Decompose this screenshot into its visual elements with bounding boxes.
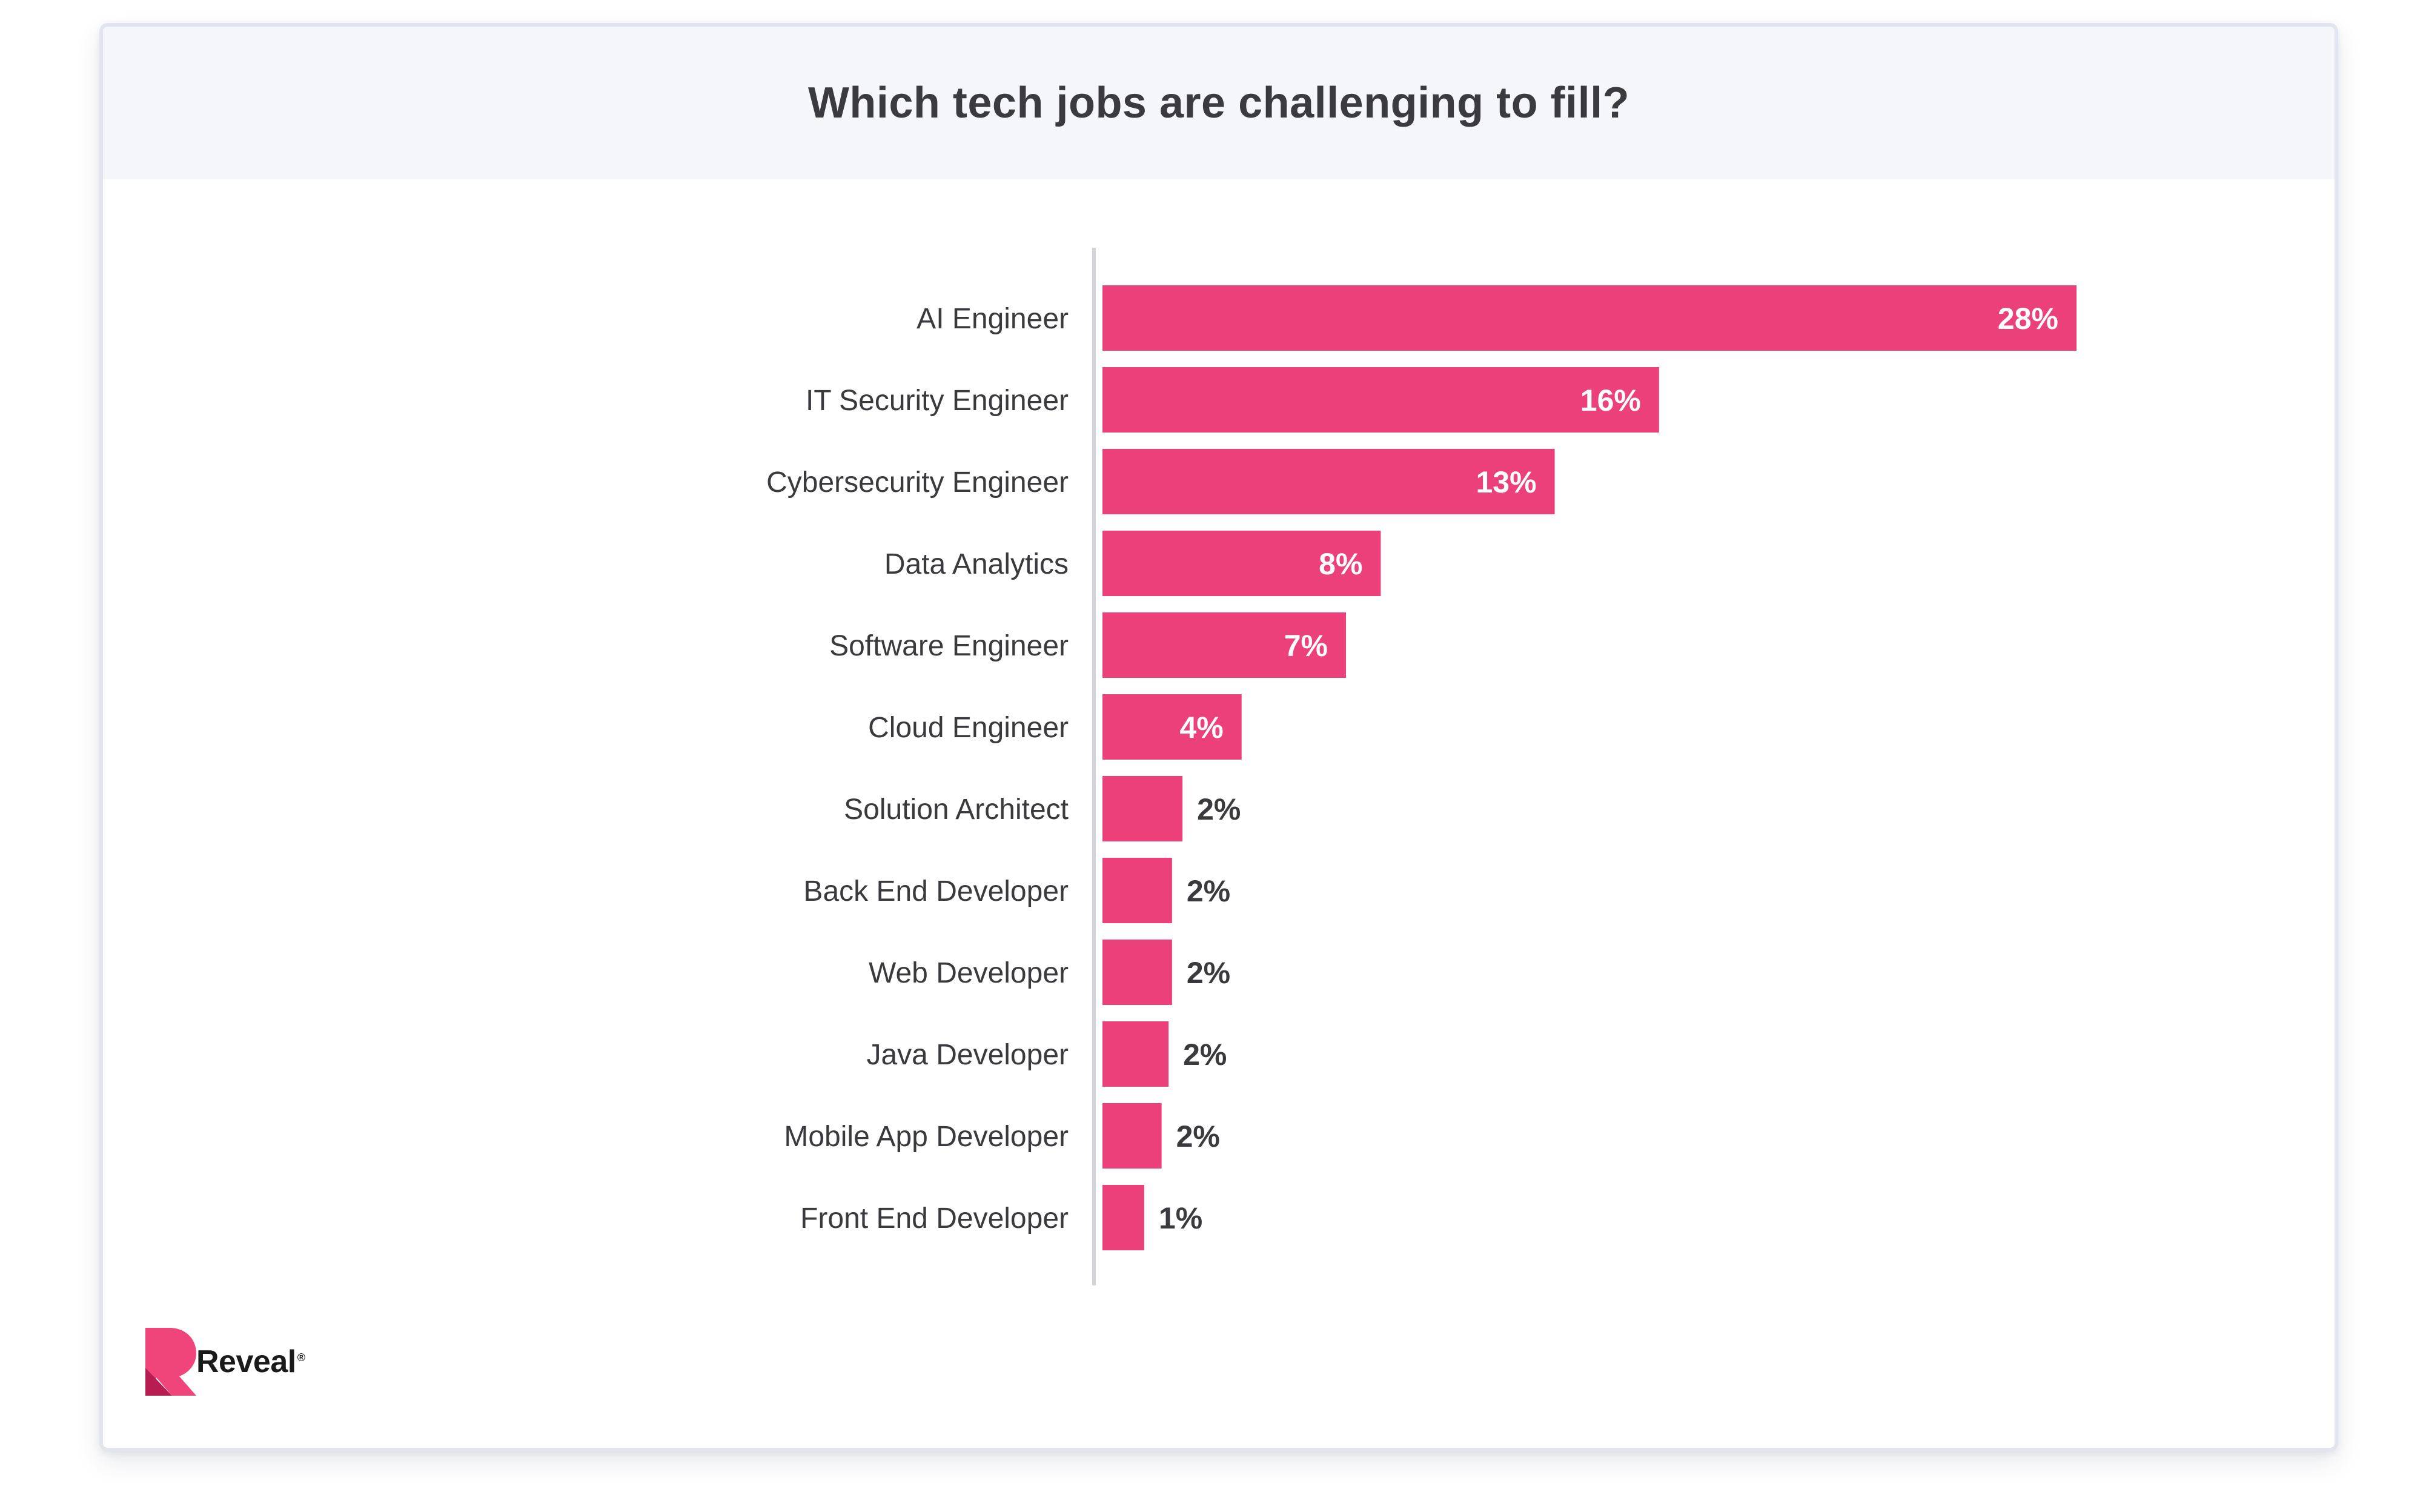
bar bbox=[1102, 858, 1172, 923]
chart-card: Which tech jobs are challenging to fill?… bbox=[99, 23, 2338, 1451]
value-label: 28% bbox=[1998, 302, 2058, 336]
bar-chart: AI Engineer 28% IT Security Engineer 16% Cyb… bbox=[766, 248, 2077, 1285]
bar bbox=[1102, 1185, 1144, 1250]
bar bbox=[1102, 367, 1659, 433]
bar bbox=[1102, 776, 1183, 841]
bar bbox=[1102, 449, 1555, 514]
value-label: 4% bbox=[1179, 711, 1223, 744]
value-label: 8% bbox=[1319, 547, 1362, 581]
bars-group: AI Engineer 28% IT Security Engineer 16% Cyb… bbox=[766, 285, 2077, 1250]
chart-header: Which tech jobs are challenging to fill? bbox=[103, 27, 2335, 179]
category-label: Front End Developer bbox=[800, 1202, 1069, 1235]
bar bbox=[1102, 1021, 1169, 1087]
category-label: Data Analytics bbox=[884, 548, 1069, 580]
value-label: 2% bbox=[1183, 1038, 1227, 1072]
category-label: Mobile App Developer bbox=[784, 1121, 1069, 1153]
value-label: 2% bbox=[1187, 874, 1230, 908]
value-label: 2% bbox=[1176, 1119, 1220, 1153]
chart-title: Which tech jobs are challenging to fill? bbox=[807, 79, 1630, 127]
bar bbox=[1102, 531, 1381, 596]
category-label: IT Security Engineer bbox=[806, 385, 1069, 417]
category-label: Software Engineer bbox=[829, 630, 1069, 662]
value-label: 13% bbox=[1476, 465, 1536, 499]
reveal-logo-text: Reveal ® bbox=[196, 1344, 305, 1379]
category-label: Java Developer bbox=[866, 1039, 1069, 1071]
category-label: Web Developer bbox=[869, 957, 1069, 989]
bar bbox=[1102, 694, 1242, 760]
category-label: AI Engineer bbox=[916, 303, 1069, 335]
bar bbox=[1102, 285, 2077, 351]
reveal-logo-icon bbox=[145, 1328, 196, 1396]
value-label: 2% bbox=[1197, 792, 1241, 826]
category-label: Cybersecurity Engineer bbox=[766, 466, 1069, 499]
category-label: Cloud Engineer bbox=[868, 712, 1069, 744]
value-label: 2% bbox=[1187, 956, 1230, 990]
category-label: Solution Architect bbox=[844, 794, 1069, 826]
reveal-logo: Reveal ® bbox=[145, 1328, 305, 1396]
value-label: 1% bbox=[1159, 1201, 1202, 1235]
value-label: 16% bbox=[1580, 383, 1641, 417]
bar bbox=[1102, 1103, 1162, 1169]
bar bbox=[1102, 940, 1172, 1005]
bar bbox=[1102, 612, 1346, 678]
category-label: Back End Developer bbox=[803, 875, 1069, 907]
value-label: 7% bbox=[1284, 629, 1328, 663]
